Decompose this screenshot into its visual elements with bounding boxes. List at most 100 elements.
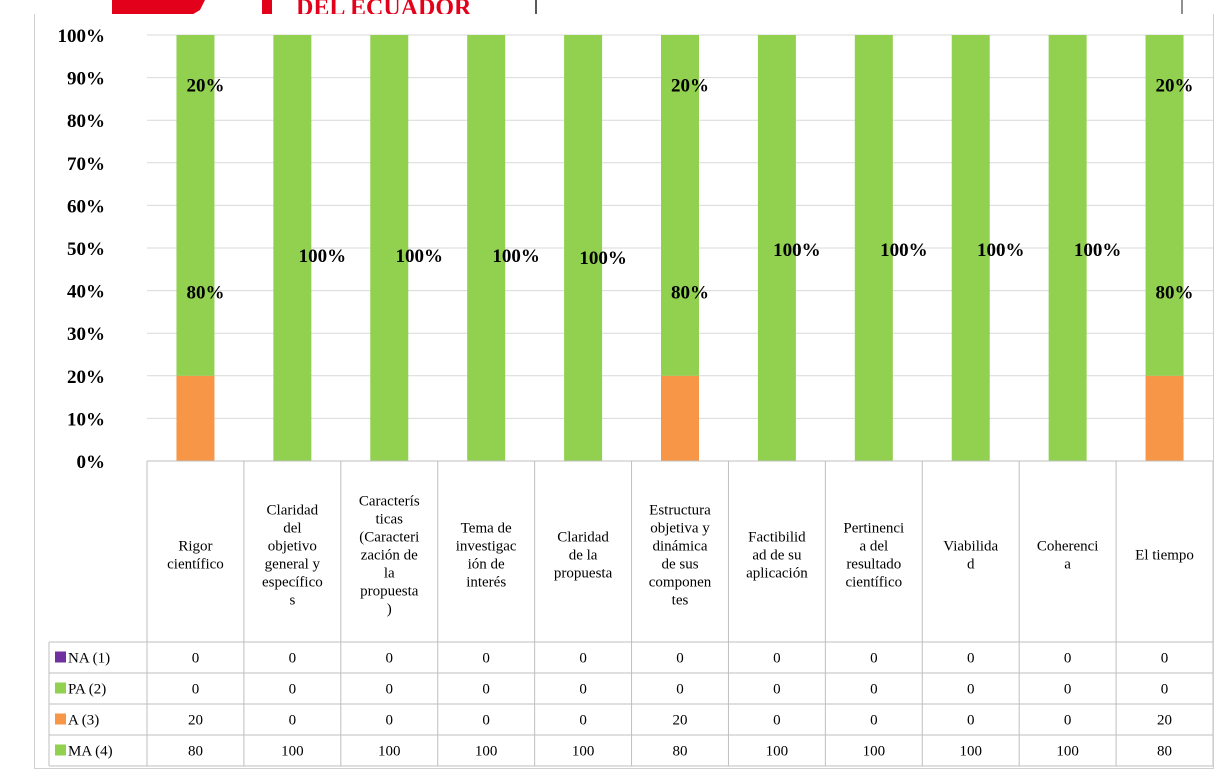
data-label-ma: 100% [977,240,1025,261]
bar-segment [176,375,215,461]
legend-key [55,744,66,756]
legend-entry: A (3) [68,713,99,729]
category-label: Factibilid ad de su aplicación [746,530,808,582]
y-tick-label: 0% [77,452,106,473]
data-label-ma: 100% [492,246,540,267]
table-cell: 0 [1161,651,1169,667]
table-cell: 0 [192,682,200,698]
bar-segment [1145,375,1184,461]
y-tick-label: 90% [67,69,105,90]
legend-entry: MA (4) [68,744,113,760]
legend-entry: PA (2) [68,682,106,698]
bar-segment [854,35,893,461]
category-label: Rigor científico [167,539,224,573]
bar-segment [951,35,990,461]
table-cell: 0 [967,682,975,698]
data-label-ma: 80% [1156,283,1194,304]
table-cell: 0 [773,651,781,667]
y-tick-label: 50% [67,239,105,260]
table-cell: 20 [1157,713,1172,729]
table-cell: 0 [1064,651,1072,667]
table-cell: 0 [870,682,878,698]
category-label: Pertinenci a del resultado científico [843,521,904,591]
y-tick-label: 30% [67,324,105,345]
table-cell: 100 [959,744,982,760]
y-tick-label: 20% [67,367,105,388]
table-cell: 0 [386,651,394,667]
y-tick-label: 100% [58,26,106,47]
category-label: Claridad del objetivo general y específico s [262,503,323,609]
category-label: El tiempo [1135,548,1194,564]
bar-segment [1048,35,1087,461]
y-tick-label: 40% [67,282,105,303]
table-cell: 80 [188,744,203,760]
table-cell: 0 [773,713,781,729]
table-cell: 0 [1064,713,1072,729]
y-tick-label: 60% [67,196,105,217]
table-cell: 0 [1064,682,1072,698]
y-tick-label: 10% [67,409,105,430]
category-label: Claridad de la propuesta [554,530,613,582]
data-label-a: 20% [186,76,224,97]
y-tick-label: 70% [67,154,105,175]
legend-entry: NA (1) [68,651,110,667]
data-label-ma: 80% [186,283,224,304]
table-cell: 100 [1056,744,1079,760]
table-cell: 0 [482,713,490,729]
data-label-ma: 80% [671,283,709,304]
category-label: Viabilida d [943,539,998,573]
table-cell: 0 [192,651,200,667]
bar-segment [1145,35,1184,376]
bar-segment [273,35,312,461]
bar-segment [661,375,699,461]
table-cell: 100 [572,744,595,760]
table-cell: 20 [673,713,688,729]
table-cell: 0 [870,713,878,729]
stacked-bar-chart: 80% 100% 100% 100% 100% 80% 100% 100% 100% 100% 80… [48,26,1213,767]
category-label: Estructura objetiva y dinámica de sus compon… [649,503,712,609]
table-cell: 0 [870,651,878,667]
bar-segment [176,35,215,376]
table-cell: 0 [289,682,297,698]
table-cell: 0 [289,713,297,729]
table-cell: 100 [378,744,401,760]
table-cell: 0 [773,682,781,698]
data-label-ma: 100% [299,246,347,267]
y-tick-label: 80% [67,111,105,132]
bar-segment [661,35,699,376]
table-cell: 0 [676,651,684,667]
bar-segment [564,35,603,461]
category-label: Tema de investigac ión de interés [456,521,517,591]
legend-key [55,651,66,663]
bars [176,35,1184,461]
table-cell: 0 [386,713,394,729]
table-cell: 20 [188,713,203,729]
table-cell: 0 [289,651,297,667]
data-label-ma: 100% [1074,240,1122,261]
table-cell: 0 [579,682,587,698]
legend-key [55,713,66,725]
table-cell: 0 [482,682,490,698]
data-label-ma: 100% [579,248,627,269]
category-label: Coherenci a [1037,539,1099,573]
y-axis-ticks: 0% 10% 20% 30% 40% 50% 60% 70% 80% 90% 100% [58,26,106,473]
table-cell: 0 [482,651,490,667]
legend-key [55,682,66,694]
table-cell: 80 [1157,744,1172,760]
data-label-ma: 100% [880,240,928,261]
bar-segment [467,35,506,461]
table-cell: 100 [863,744,886,760]
table-cell: 0 [579,713,587,729]
data-label-ma: 100% [396,246,444,267]
table-cell: 100 [281,744,304,760]
table-cell: 80 [673,744,688,760]
data-labels: 80% 100% 100% 100% 100% 80% 100% 100% 100% 100% 80… [186,76,1193,304]
table-cell: 0 [676,682,684,698]
table-cell: 0 [967,651,975,667]
table-cell: 0 [579,651,587,667]
bar-segment [757,35,796,461]
category-label: Caracterís ticas (Caracteri zación de la prop… [359,494,420,618]
data-label-a: 20% [671,76,709,97]
data-label-a: 20% [1156,76,1194,97]
chart-area: 80% 100% 100% 100% 100% 80% 100% 100% 100% 100% 80… [34,14,1214,769]
